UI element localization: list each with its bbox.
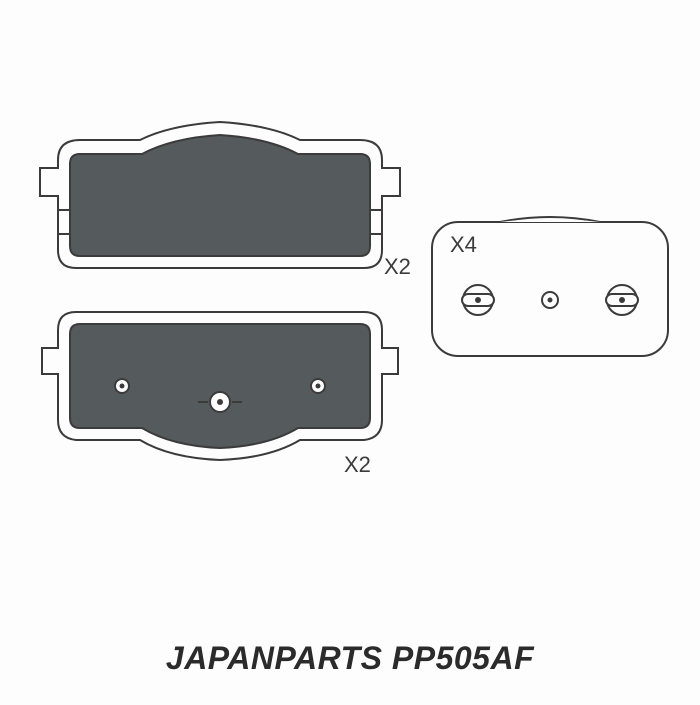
rivet (316, 384, 321, 389)
pad-top-friction (70, 135, 370, 256)
brand-partnumber: JAPANPARTS PP505AF (0, 640, 700, 677)
qty-label-shim: X4 (450, 232, 477, 258)
shim-hole-left (462, 285, 494, 315)
brake-pad-diagram (0, 0, 700, 700)
rivet (120, 384, 125, 389)
shim-hole-center (542, 292, 558, 308)
qty-label-pad-bottom: X2 (344, 452, 371, 478)
shim-hole-right (606, 285, 638, 315)
rivet-center (217, 399, 223, 405)
qty-label-pad-top: X2 (384, 254, 411, 280)
diagram-canvas: X2 X2 X4 JAPANPARTS PP505AF (0, 0, 700, 700)
